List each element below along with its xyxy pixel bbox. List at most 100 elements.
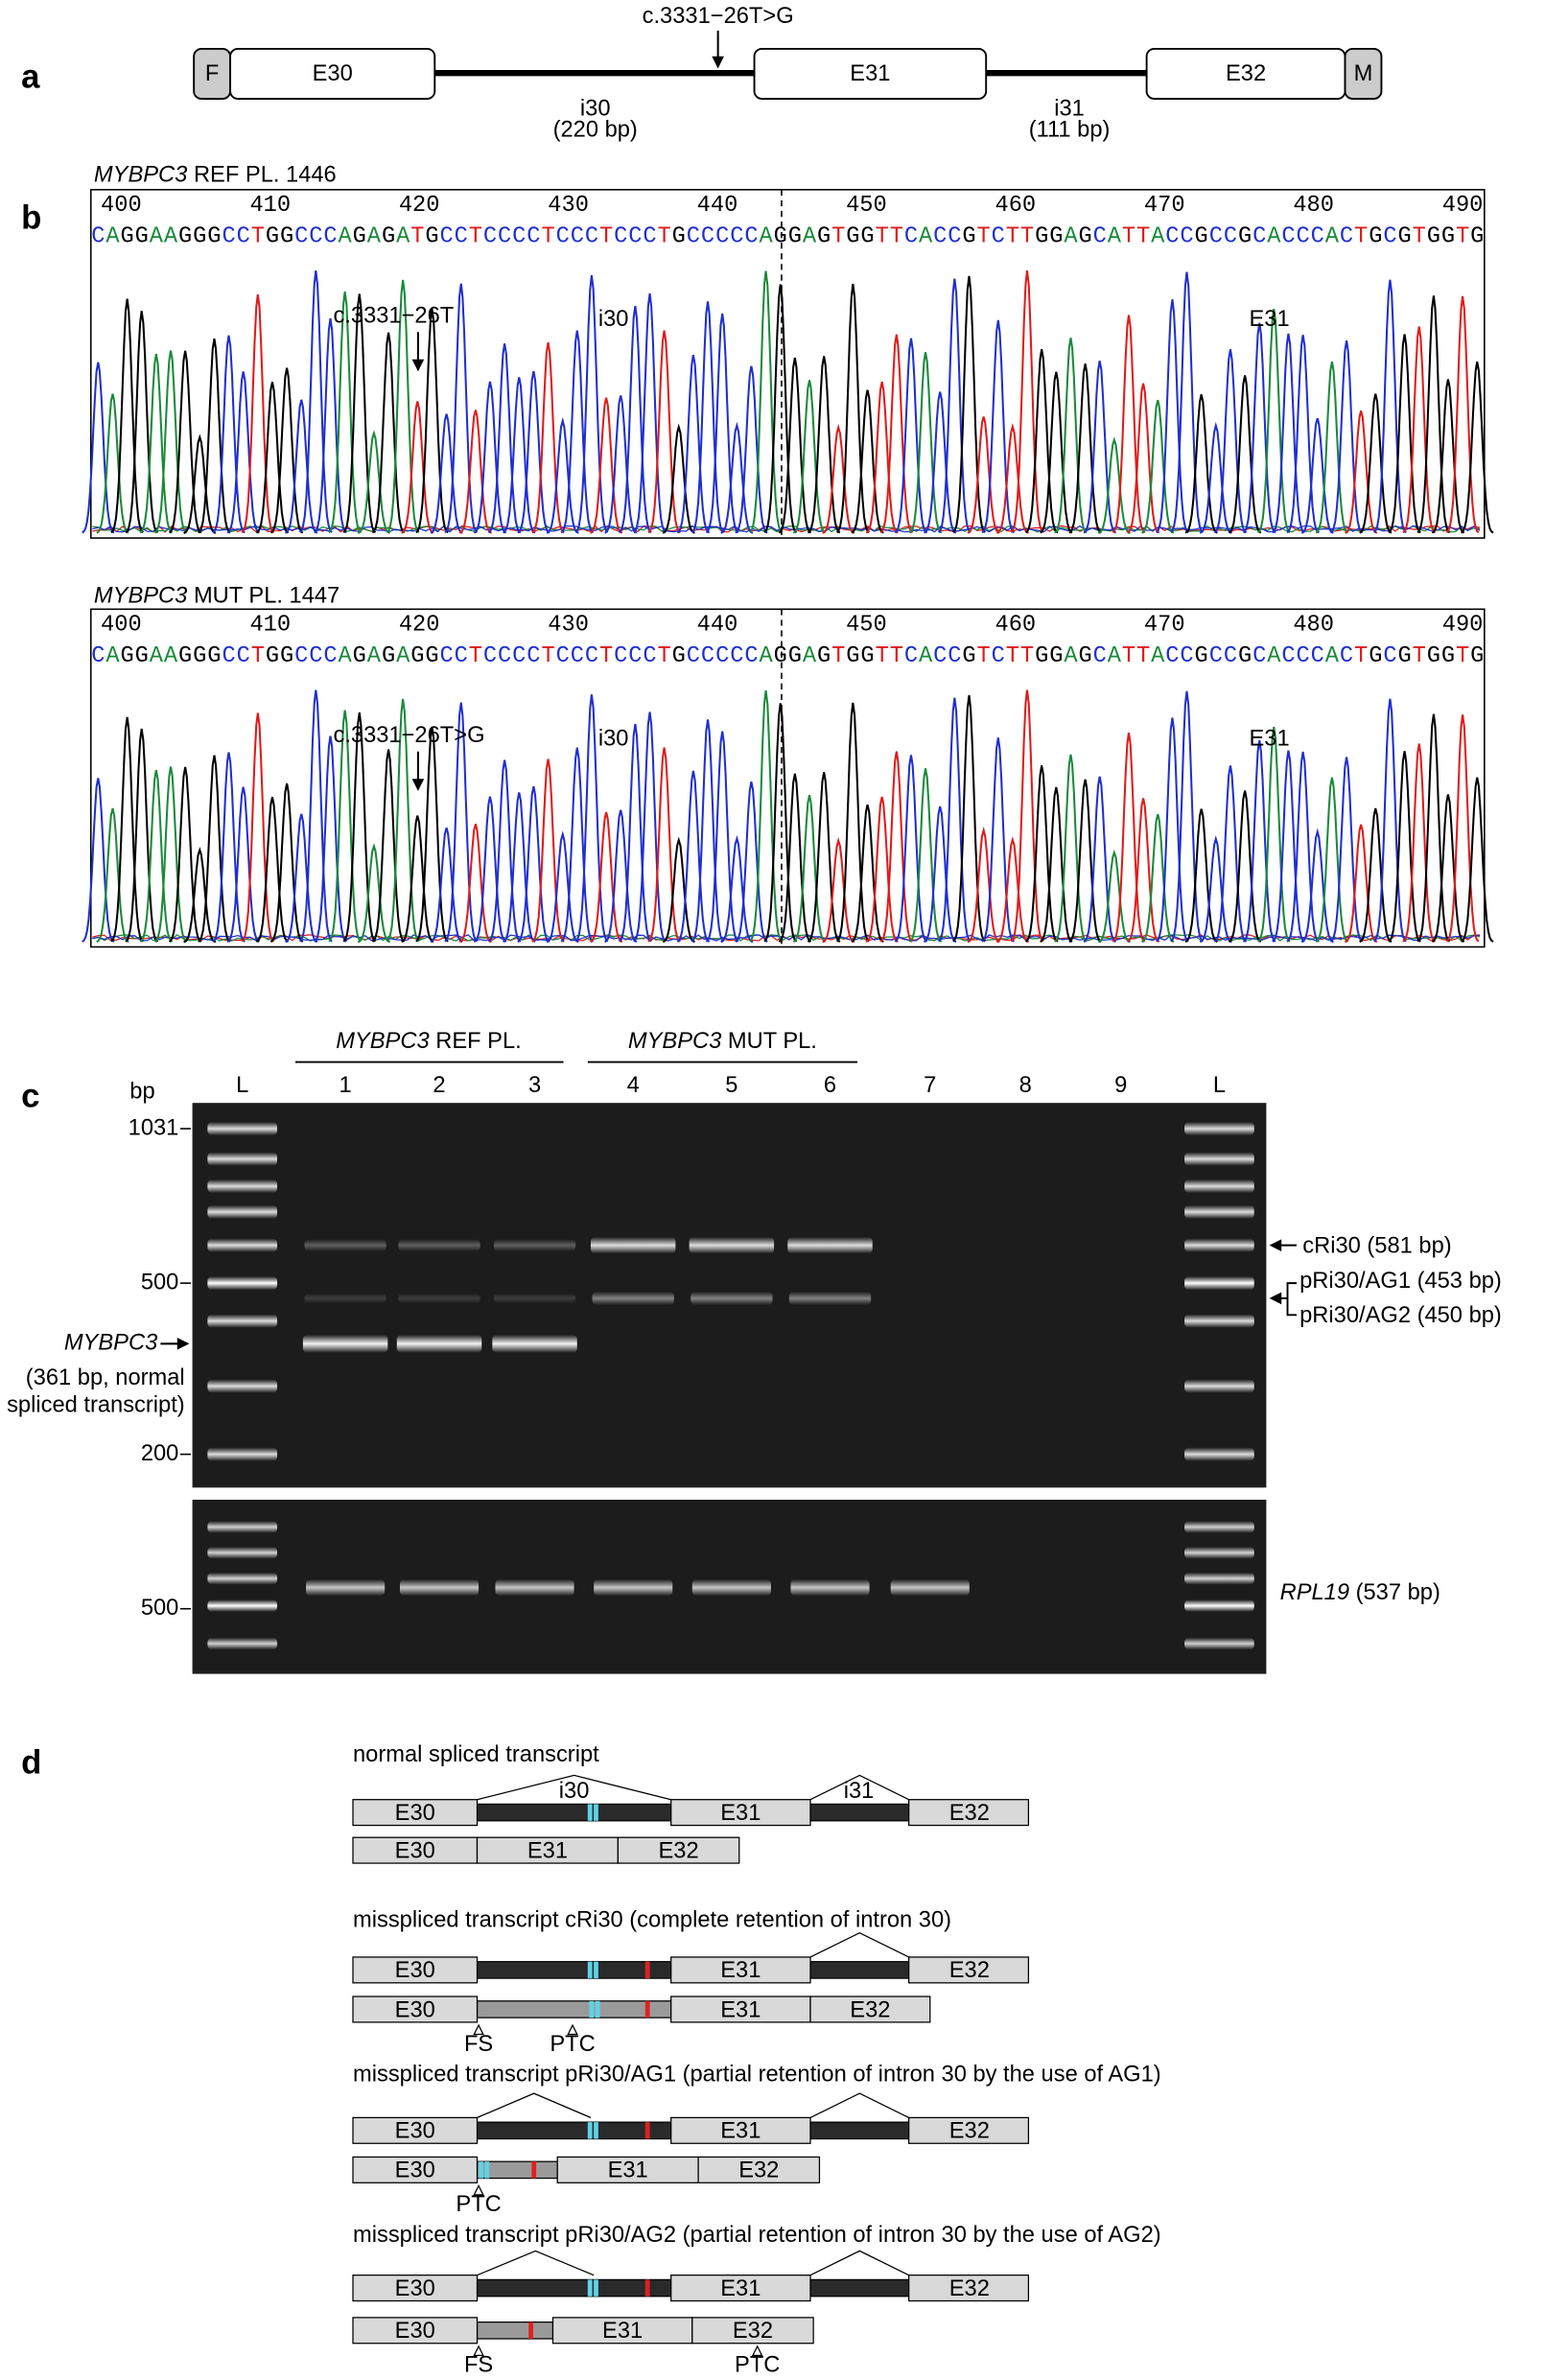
peak-trace bbox=[1097, 436, 1131, 534]
ladder-band bbox=[207, 1637, 278, 1650]
lane-label: 9 bbox=[1114, 1073, 1127, 1098]
exon bbox=[908, 1799, 1030, 1827]
gel-band bbox=[790, 1578, 870, 1597]
ladder-band bbox=[207, 1314, 278, 1328]
exon-label: E32 bbox=[1226, 61, 1266, 86]
ladder-band bbox=[1184, 1637, 1254, 1650]
peak-trace bbox=[865, 382, 899, 534]
region-label: E31 bbox=[1249, 307, 1289, 332]
peak-trace bbox=[647, 330, 682, 534]
peak-trace bbox=[212, 335, 246, 534]
ladder-band bbox=[1184, 1379, 1254, 1393]
ladder-band bbox=[207, 1521, 278, 1533]
peak-trace bbox=[487, 343, 522, 534]
peak-trace bbox=[1445, 295, 1480, 534]
peak-trace bbox=[662, 423, 695, 534]
ladder-band bbox=[1184, 1546, 1254, 1559]
group-name: REF PL. bbox=[435, 1029, 522, 1054]
exon bbox=[908, 1956, 1030, 1984]
position-label: 440 bbox=[697, 612, 738, 638]
lane-label: 3 bbox=[528, 1073, 541, 1098]
sequence: CAGGAAGGGCCTGGCCCAGAGATGCCTCCCCTCCCTCCCT… bbox=[91, 224, 1484, 250]
peak-trace bbox=[735, 781, 768, 943]
segment-label: E30 bbox=[395, 1958, 435, 1983]
segment-label: E30 bbox=[395, 2319, 435, 2344]
noise-trace bbox=[92, 525, 1481, 533]
transcript-title: misspliced transcript pRi30/AG2 (partial… bbox=[353, 2223, 1161, 2248]
peak-trace bbox=[865, 796, 899, 943]
exon bbox=[352, 2116, 479, 2144]
exon-label: E31 bbox=[850, 61, 890, 86]
peak-trace bbox=[1460, 362, 1494, 534]
peak-trace bbox=[1213, 349, 1248, 534]
peak-trace bbox=[822, 423, 855, 534]
peak-trace bbox=[908, 352, 943, 534]
panel-label: b bbox=[21, 200, 41, 237]
site-mark bbox=[587, 1804, 593, 1821]
peak-trace bbox=[792, 795, 827, 944]
peak-trace bbox=[1170, 271, 1204, 533]
peak-trace bbox=[314, 317, 347, 534]
peak-trace bbox=[212, 752, 246, 943]
intron bbox=[476, 2121, 672, 2140]
peak-trace bbox=[1445, 714, 1480, 943]
peak-trace bbox=[96, 393, 129, 534]
gel-band bbox=[399, 1578, 480, 1597]
peak-trace bbox=[1054, 338, 1088, 534]
peak-trace bbox=[662, 836, 695, 944]
lane-label: 8 bbox=[1019, 1073, 1032, 1098]
peak-trace bbox=[153, 766, 188, 943]
lane-label: 2 bbox=[433, 1073, 445, 1098]
exon-label: F bbox=[205, 61, 219, 86]
panel-label: c bbox=[21, 1079, 39, 1115]
peak-trace bbox=[444, 283, 479, 534]
transcript-title: misspliced transcript cRi30 (complete re… bbox=[353, 1907, 951, 1932]
ladder-band bbox=[1184, 1204, 1254, 1220]
note-label: PTC bbox=[456, 2192, 501, 2217]
peak-trace bbox=[241, 712, 275, 943]
peak-trace bbox=[1345, 824, 1378, 944]
peak-trace bbox=[1040, 371, 1073, 534]
peak-trace bbox=[357, 430, 390, 534]
gel-band bbox=[788, 1291, 872, 1306]
peak-trace bbox=[1112, 315, 1146, 534]
segment-label: E32 bbox=[850, 1997, 890, 2022]
peak-trace bbox=[401, 815, 434, 944]
splice-arc bbox=[809, 1774, 909, 1801]
ladder-band bbox=[207, 1546, 278, 1559]
peak-trace bbox=[749, 270, 784, 533]
peak-trace bbox=[835, 283, 870, 534]
peak-trace bbox=[952, 694, 986, 943]
exon bbox=[352, 1995, 479, 2023]
exon bbox=[670, 1956, 811, 1984]
gel-band bbox=[691, 1578, 771, 1597]
peak-trace bbox=[1286, 751, 1321, 943]
segment-label: E31 bbox=[720, 1958, 761, 1983]
peak-trace bbox=[96, 807, 129, 944]
ladder-band bbox=[1184, 1572, 1254, 1585]
intron bbox=[809, 1803, 910, 1822]
peak-trace bbox=[560, 747, 595, 943]
intron bbox=[809, 2121, 910, 2140]
segment-label: E30 bbox=[395, 1801, 435, 1826]
peak-trace bbox=[531, 341, 565, 534]
peak-trace bbox=[1329, 757, 1364, 943]
peak-trace bbox=[82, 778, 115, 943]
peak-trace bbox=[894, 755, 928, 943]
exon-label: M bbox=[1354, 61, 1373, 86]
position-label: 400 bbox=[101, 193, 142, 219]
peak-trace bbox=[458, 823, 493, 944]
segment-label: E32 bbox=[949, 1958, 990, 1983]
group-label: MYBPC3 REF PL. bbox=[336, 1029, 522, 1054]
gel-band bbox=[592, 1291, 674, 1306]
peak-trace bbox=[183, 847, 217, 944]
gel-band bbox=[302, 1334, 388, 1353]
lane-label: 1 bbox=[339, 1073, 352, 1098]
peak-trace bbox=[879, 751, 914, 943]
peak-trace bbox=[720, 421, 754, 534]
intron-size: (111 bp) bbox=[1029, 117, 1111, 142]
peak-trace bbox=[967, 416, 1000, 534]
peak-trace bbox=[1141, 399, 1175, 534]
peak-trace bbox=[255, 382, 290, 534]
peak-trace bbox=[298, 270, 333, 533]
